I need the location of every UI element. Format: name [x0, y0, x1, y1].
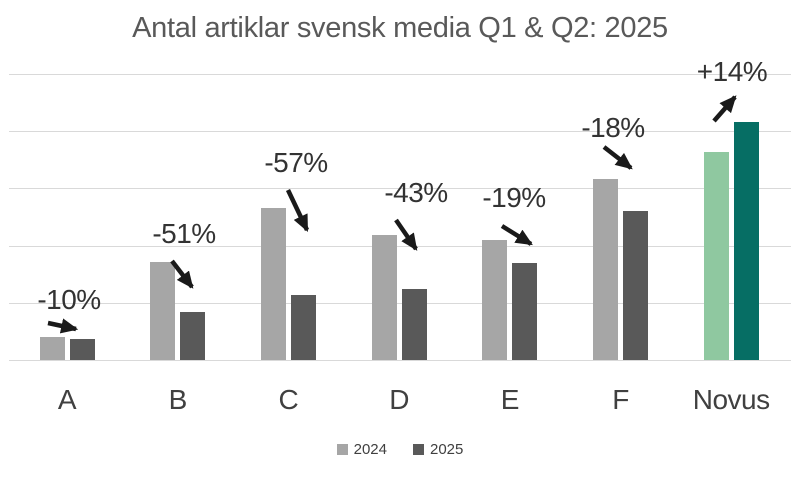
gridline — [9, 74, 791, 75]
bar-2024-C — [260, 207, 286, 360]
arrow-icon-c — [285, 189, 310, 233]
bar-2025-B — [180, 311, 206, 360]
change-label-e: -19% — [482, 182, 546, 213]
legend: 2024 2025 — [0, 441, 800, 458]
change-label-c: -57% — [264, 147, 328, 178]
x-axis-label-b: B — [168, 384, 188, 415]
gridline — [9, 188, 791, 190]
arrow-icon-a — [47, 318, 79, 334]
bar-2025-E — [512, 262, 538, 360]
x-axis-label-f: F — [612, 384, 629, 415]
x-axis-label-a: A — [57, 384, 77, 415]
bar-2024-A — [39, 337, 65, 360]
gridline — [9, 360, 791, 361]
legend-item-2025: 2025 — [413, 441, 463, 458]
gridline — [9, 131, 791, 133]
bar-2025-D — [401, 289, 427, 360]
gridline — [9, 245, 791, 247]
bar-2024-F — [593, 179, 618, 360]
x-axis-label-novus: Novus — [692, 384, 770, 415]
bar-2024-B — [150, 261, 176, 360]
x-axis-label-e: E — [500, 384, 520, 415]
arrow-icon-f — [602, 145, 633, 170]
arrow-icon-novus — [712, 95, 737, 123]
change-label-b: -51% — [152, 218, 216, 249]
change-label-novus: +14% — [696, 56, 768, 87]
bar-2025-Novus — [733, 122, 759, 360]
change-label-d: -43% — [384, 177, 448, 208]
bar-2024-D — [371, 235, 397, 360]
x-axis-label-d: D — [389, 384, 409, 415]
change-label-a: -10% — [37, 284, 101, 315]
bar-2025-F — [623, 211, 648, 360]
legend-swatch-icon — [336, 444, 348, 455]
chart-title: Antal artiklar svensk media Q1 & Q2: 202… — [132, 12, 668, 44]
gridline — [9, 302, 791, 304]
bar-2025-A — [69, 339, 95, 360]
bar-2024-Novus — [703, 151, 729, 360]
bar-2024-E — [482, 239, 508, 360]
legend-swatch-icon — [413, 444, 424, 455]
legend-label: 2025 — [430, 441, 464, 458]
legend-label: 2024 — [353, 441, 387, 458]
change-label-f: -18% — [581, 112, 645, 143]
bar-2025-C — [290, 294, 316, 360]
legend-item-2024: 2024 — [336, 441, 387, 458]
x-axis-label-c: C — [278, 384, 299, 415]
